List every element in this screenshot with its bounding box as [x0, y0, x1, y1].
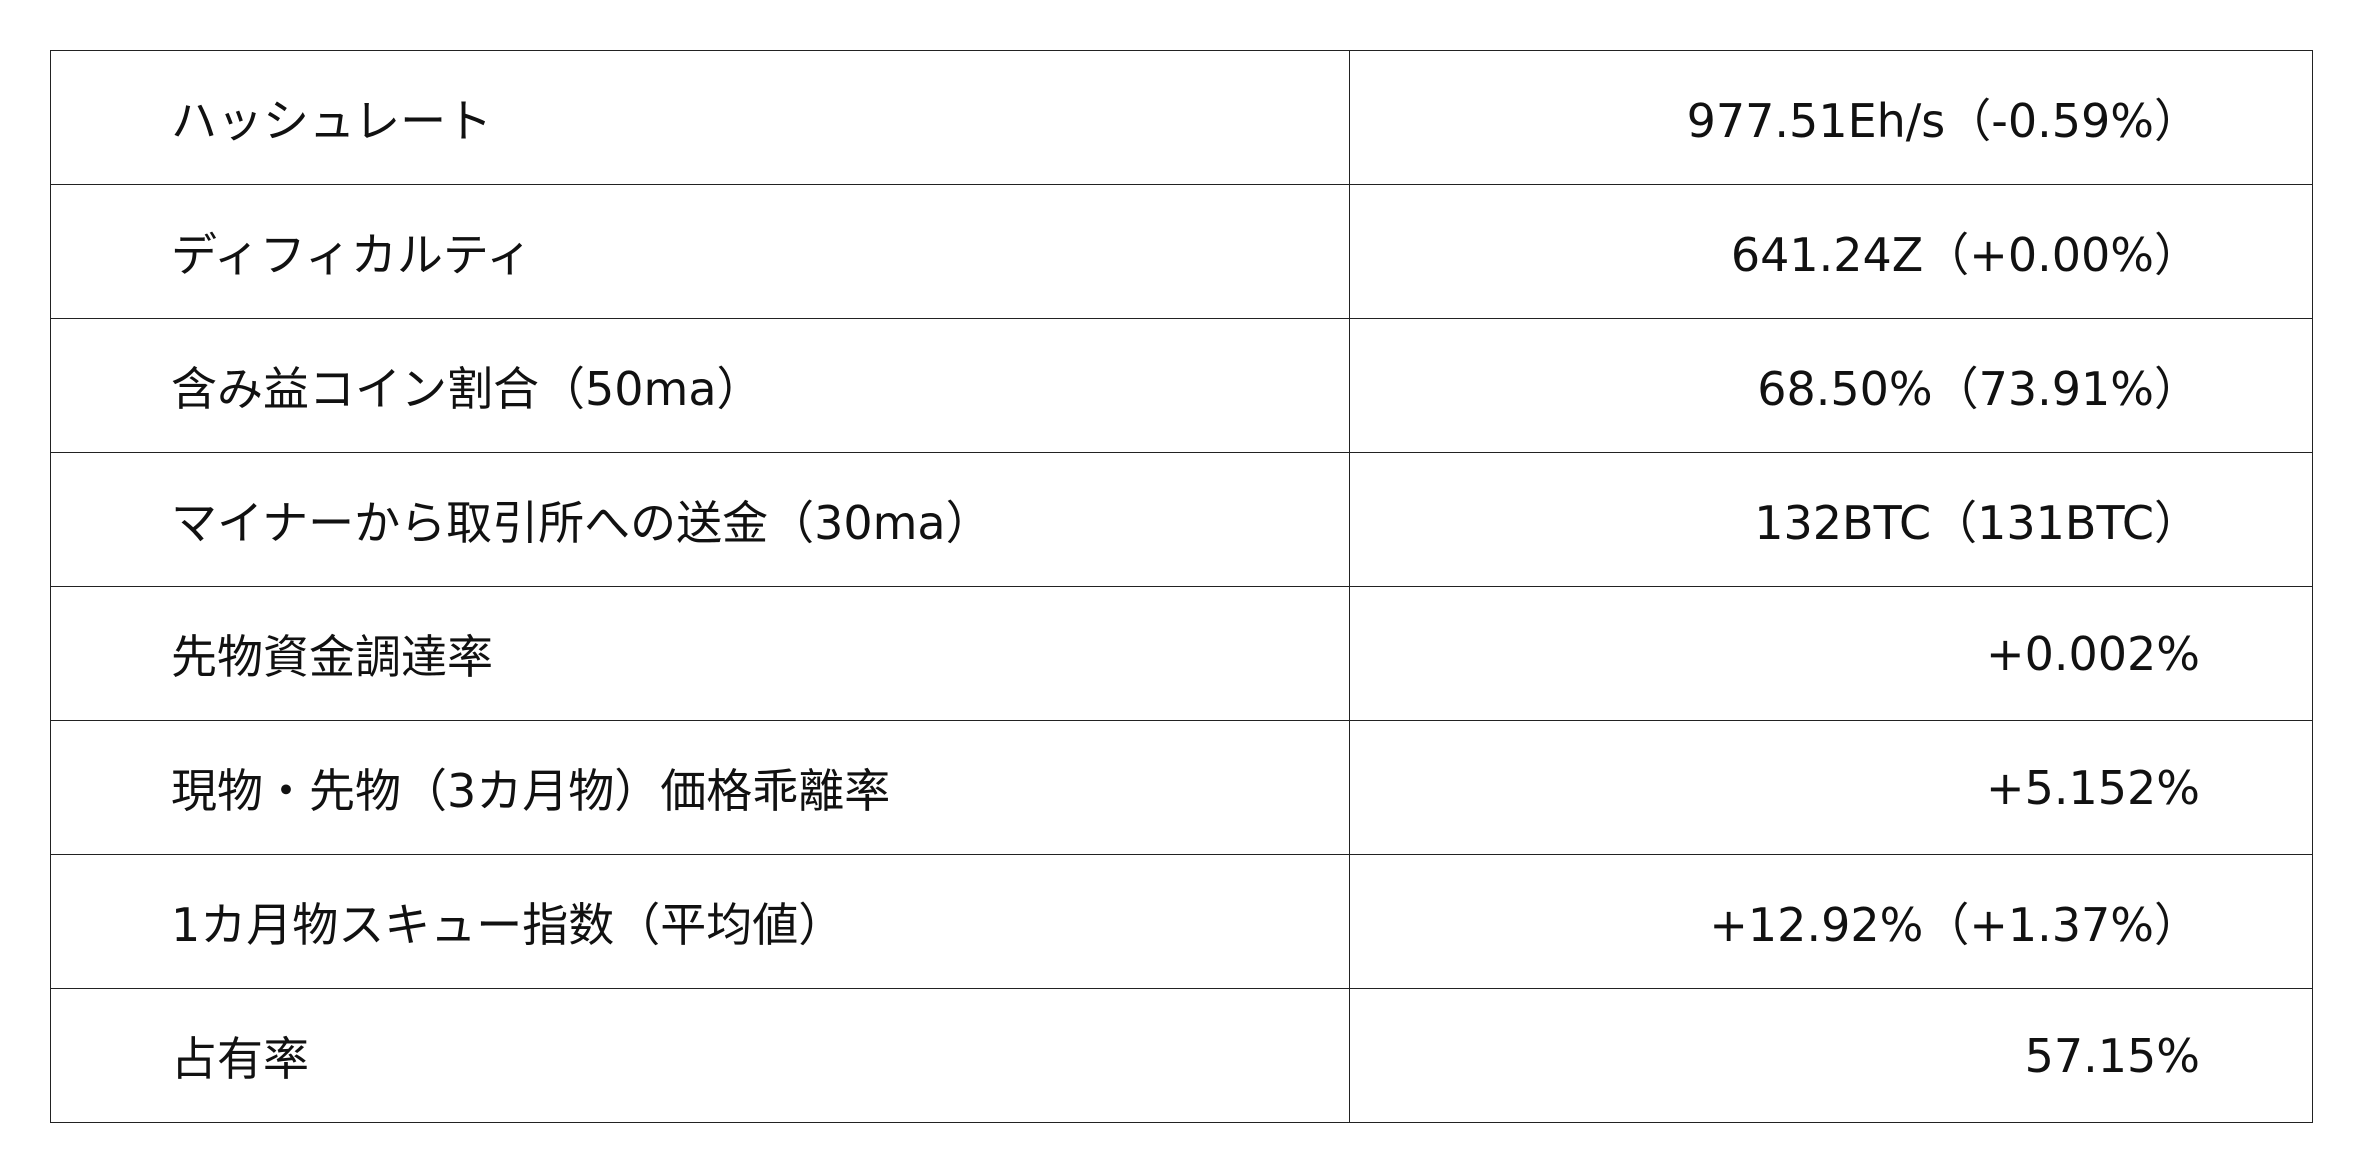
metric-value: 641.24Z（+0.00%）: [1349, 184, 2313, 319]
metric-value: +0.002%: [1349, 586, 2313, 721]
table-row: ディフィカルティ 641.24Z（+0.00%）: [50, 184, 2313, 319]
table-row: 1カ月物スキュー指数（平均値） +12.92%（+1.37%）: [50, 854, 2313, 989]
metric-label: 先物資金調達率: [50, 586, 1350, 721]
metric-label: 現物・先物（3カ月物）価格乖離率: [50, 720, 1350, 855]
metric-label: マイナーから取引所への送金（30ma）: [50, 452, 1350, 587]
metric-value: +12.92%（+1.37%）: [1349, 854, 2313, 989]
table-row: マイナーから取引所への送金（30ma） 132BTC（131BTC）: [50, 452, 2313, 587]
metric-value: 68.50%（73.91%）: [1349, 318, 2313, 453]
metric-value: 57.15%: [1349, 988, 2313, 1123]
table-row: 占有率 57.15%: [50, 988, 2313, 1123]
metrics-table-body: ハッシュレート 977.51Eh/s（-0.59%） ディフィカルティ 641.24Z…: [50, 50, 2313, 1123]
metric-label: 占有率: [50, 988, 1350, 1123]
metric-value: 977.51Eh/s（-0.59%）: [1349, 50, 2313, 185]
metric-label: 含み益コイン割合（50ma）: [50, 318, 1350, 453]
metric-value: +5.152%: [1349, 720, 2313, 855]
metric-label: ディフィカルティ: [50, 184, 1350, 319]
metric-label: 1カ月物スキュー指数（平均値）: [50, 854, 1350, 989]
table-row: ハッシュレート 977.51Eh/s（-0.59%）: [50, 50, 2313, 185]
metrics-table: ハッシュレート 977.51Eh/s（-0.59%） ディフィカルティ 641.24Z…: [50, 50, 2313, 1123]
table-row: 含み益コイン割合（50ma） 68.50%（73.91%）: [50, 318, 2313, 453]
metric-value: 132BTC（131BTC）: [1349, 452, 2313, 587]
table-row: 先物資金調達率 +0.002%: [50, 586, 2313, 721]
table-row: 現物・先物（3カ月物）価格乖離率 +5.152%: [50, 720, 2313, 855]
metric-label: ハッシュレート: [50, 50, 1350, 185]
